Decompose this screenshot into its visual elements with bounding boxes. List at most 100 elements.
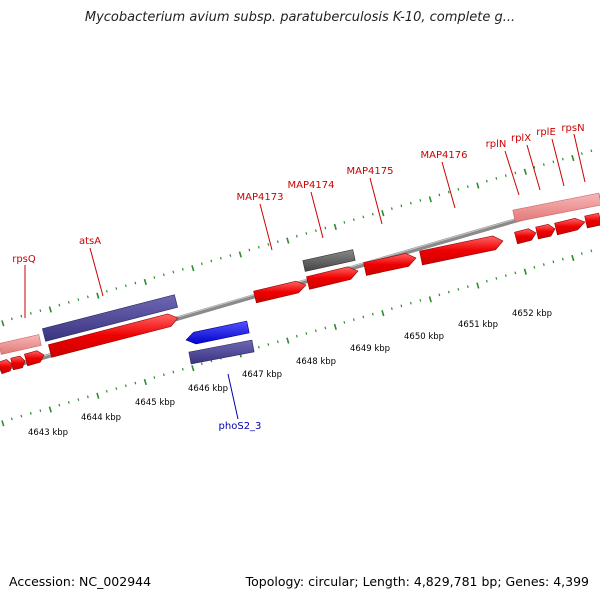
forward-gene-arrow[interactable] bbox=[419, 235, 504, 266]
lower-track-minor-tick bbox=[153, 376, 156, 379]
tick-marks-layer bbox=[1, 149, 593, 427]
upper-track-major-tick bbox=[333, 223, 337, 230]
upper-track-minor-tick bbox=[86, 295, 89, 299]
forward-gene-arrow[interactable] bbox=[535, 223, 556, 240]
upper-track-minor-tick bbox=[210, 259, 213, 263]
upper-track-minor-tick bbox=[124, 284, 127, 288]
ruler-label: 4651 kbp bbox=[458, 320, 498, 330]
lower-track-minor-tick bbox=[438, 293, 441, 297]
upper-track-minor-tick bbox=[371, 212, 374, 216]
lower-track-minor-tick bbox=[29, 411, 32, 415]
lower-track-major-tick bbox=[381, 309, 385, 317]
upper-track-major-tick bbox=[381, 209, 385, 217]
ruler-label: 4649 kbp bbox=[350, 344, 390, 354]
upper-track-minor-tick bbox=[172, 270, 175, 274]
ruler-label: 4645 kbp bbox=[135, 398, 175, 408]
ruler-label: 4647 kbp bbox=[242, 370, 282, 380]
gene-label-forward: MAP4175 bbox=[347, 166, 394, 177]
lower-track-minor-tick bbox=[10, 417, 13, 421]
lower-track-minor-tick bbox=[457, 288, 460, 291]
rpsN-callout bbox=[573, 133, 586, 183]
upper-track-minor-tick bbox=[276, 240, 279, 244]
forward-gene-arrow[interactable] bbox=[24, 350, 45, 367]
gene-callouts-layer bbox=[24, 133, 586, 420]
upper-track-minor-tick bbox=[77, 298, 80, 301]
upper-track-minor-tick bbox=[20, 314, 23, 318]
lower-track-minor-tick bbox=[466, 285, 469, 288]
upper-track-major-tick bbox=[48, 306, 52, 313]
lower-track-minor-tick bbox=[514, 271, 517, 275]
upper-track-minor-tick bbox=[495, 176, 498, 180]
forward-gene-arrow[interactable] bbox=[363, 253, 417, 276]
gene-label-forward: rpsN bbox=[561, 123, 584, 134]
lower-track-minor-tick bbox=[580, 252, 583, 255]
upper-track-minor-tick bbox=[447, 190, 450, 194]
gene-label-reverse: phoS2_3 bbox=[219, 421, 262, 432]
lower-track-major-tick bbox=[476, 282, 480, 289]
reverse-gene-arrow[interactable] bbox=[185, 320, 250, 345]
lower-track-minor-tick bbox=[77, 398, 80, 401]
gene-label-forward: MAP4173 bbox=[237, 192, 284, 203]
rplN-callout bbox=[504, 150, 520, 196]
reverse-gene-arrow[interactable] bbox=[188, 339, 255, 365]
upper-track-major-tick bbox=[191, 265, 195, 272]
labels-layer: 4643 kbp 4644 kbp 4645 kbp 4646 kbp 4647 kbp… bbox=[12, 123, 584, 438]
forward-gene-light-block[interactable] bbox=[0, 334, 42, 355]
MAP4176-callout bbox=[441, 161, 456, 209]
lower-track-minor-tick bbox=[267, 343, 270, 346]
lower-track-major-tick bbox=[143, 378, 147, 386]
upper-track-minor-tick bbox=[552, 160, 555, 164]
ruler-label: 4644 kbp bbox=[81, 413, 121, 423]
forward-gene-arrow[interactable] bbox=[48, 313, 179, 358]
lower-track-major-tick bbox=[428, 296, 432, 303]
upper-track-minor-tick bbox=[542, 163, 545, 166]
upper-track-minor-tick bbox=[162, 273, 165, 277]
lower-track-minor-tick bbox=[561, 257, 564, 261]
lower-track-major-tick bbox=[1, 420, 5, 427]
pseudo-gene-block[interactable] bbox=[302, 249, 356, 272]
upper-track-minor-tick bbox=[580, 152, 583, 155]
forward-gene-arrow[interactable] bbox=[514, 228, 537, 245]
forward-gene-arrow[interactable] bbox=[584, 212, 600, 229]
upper-track-minor-tick bbox=[219, 256, 222, 260]
forward-gene-arrow[interactable] bbox=[10, 355, 26, 371]
gene-label-forward: MAP4176 bbox=[421, 150, 468, 161]
lower-track-minor-tick bbox=[352, 318, 355, 322]
forward-gene-arrow[interactable] bbox=[253, 280, 307, 304]
lower-track-minor-tick bbox=[181, 367, 184, 371]
lower-track-minor-tick bbox=[533, 265, 536, 269]
gene-features-layer bbox=[0, 192, 600, 375]
lower-track-minor-tick bbox=[504, 274, 507, 277]
lower-track-minor-tick bbox=[124, 384, 127, 388]
upper-track-minor-tick bbox=[362, 215, 365, 219]
lower-track-minor-tick bbox=[362, 315, 365, 319]
lower-track-minor-tick bbox=[552, 260, 555, 264]
forward-gene-arrow[interactable] bbox=[0, 359, 13, 375]
upper-track-minor-tick bbox=[305, 232, 308, 235]
lower-track-minor-tick bbox=[58, 403, 61, 407]
accession-text: Accession: NC_002944 bbox=[9, 574, 152, 589]
forward-gene-arrow[interactable] bbox=[306, 266, 359, 290]
upper-track-minor-tick bbox=[200, 262, 203, 266]
lower-track-minor-tick bbox=[86, 395, 89, 399]
MAP4175-callout bbox=[369, 177, 383, 225]
upper-track-minor-tick bbox=[466, 185, 469, 188]
upper-track-minor-tick bbox=[105, 289, 108, 293]
upper-track-minor-tick bbox=[485, 179, 488, 183]
upper-track-minor-tick bbox=[533, 165, 536, 169]
upper-track-minor-tick bbox=[229, 254, 232, 257]
lower-track-minor-tick bbox=[419, 299, 422, 302]
upper-track-major-tick bbox=[96, 292, 100, 299]
forward-gene-light-block[interactable] bbox=[512, 192, 600, 223]
lower-track-minor-tick bbox=[20, 414, 23, 418]
reverse-gene-arrow[interactable] bbox=[42, 294, 178, 342]
upper-track-major-tick bbox=[286, 237, 290, 244]
lower-track-minor-tick bbox=[324, 326, 327, 330]
lower-track-minor-tick bbox=[115, 387, 118, 390]
forward-gene-arrow[interactable] bbox=[554, 217, 586, 236]
upper-track-major-tick bbox=[1, 320, 5, 327]
upper-track-minor-tick bbox=[181, 267, 184, 271]
lower-track-minor-tick bbox=[314, 329, 317, 333]
upper-track-minor-tick bbox=[324, 226, 327, 230]
